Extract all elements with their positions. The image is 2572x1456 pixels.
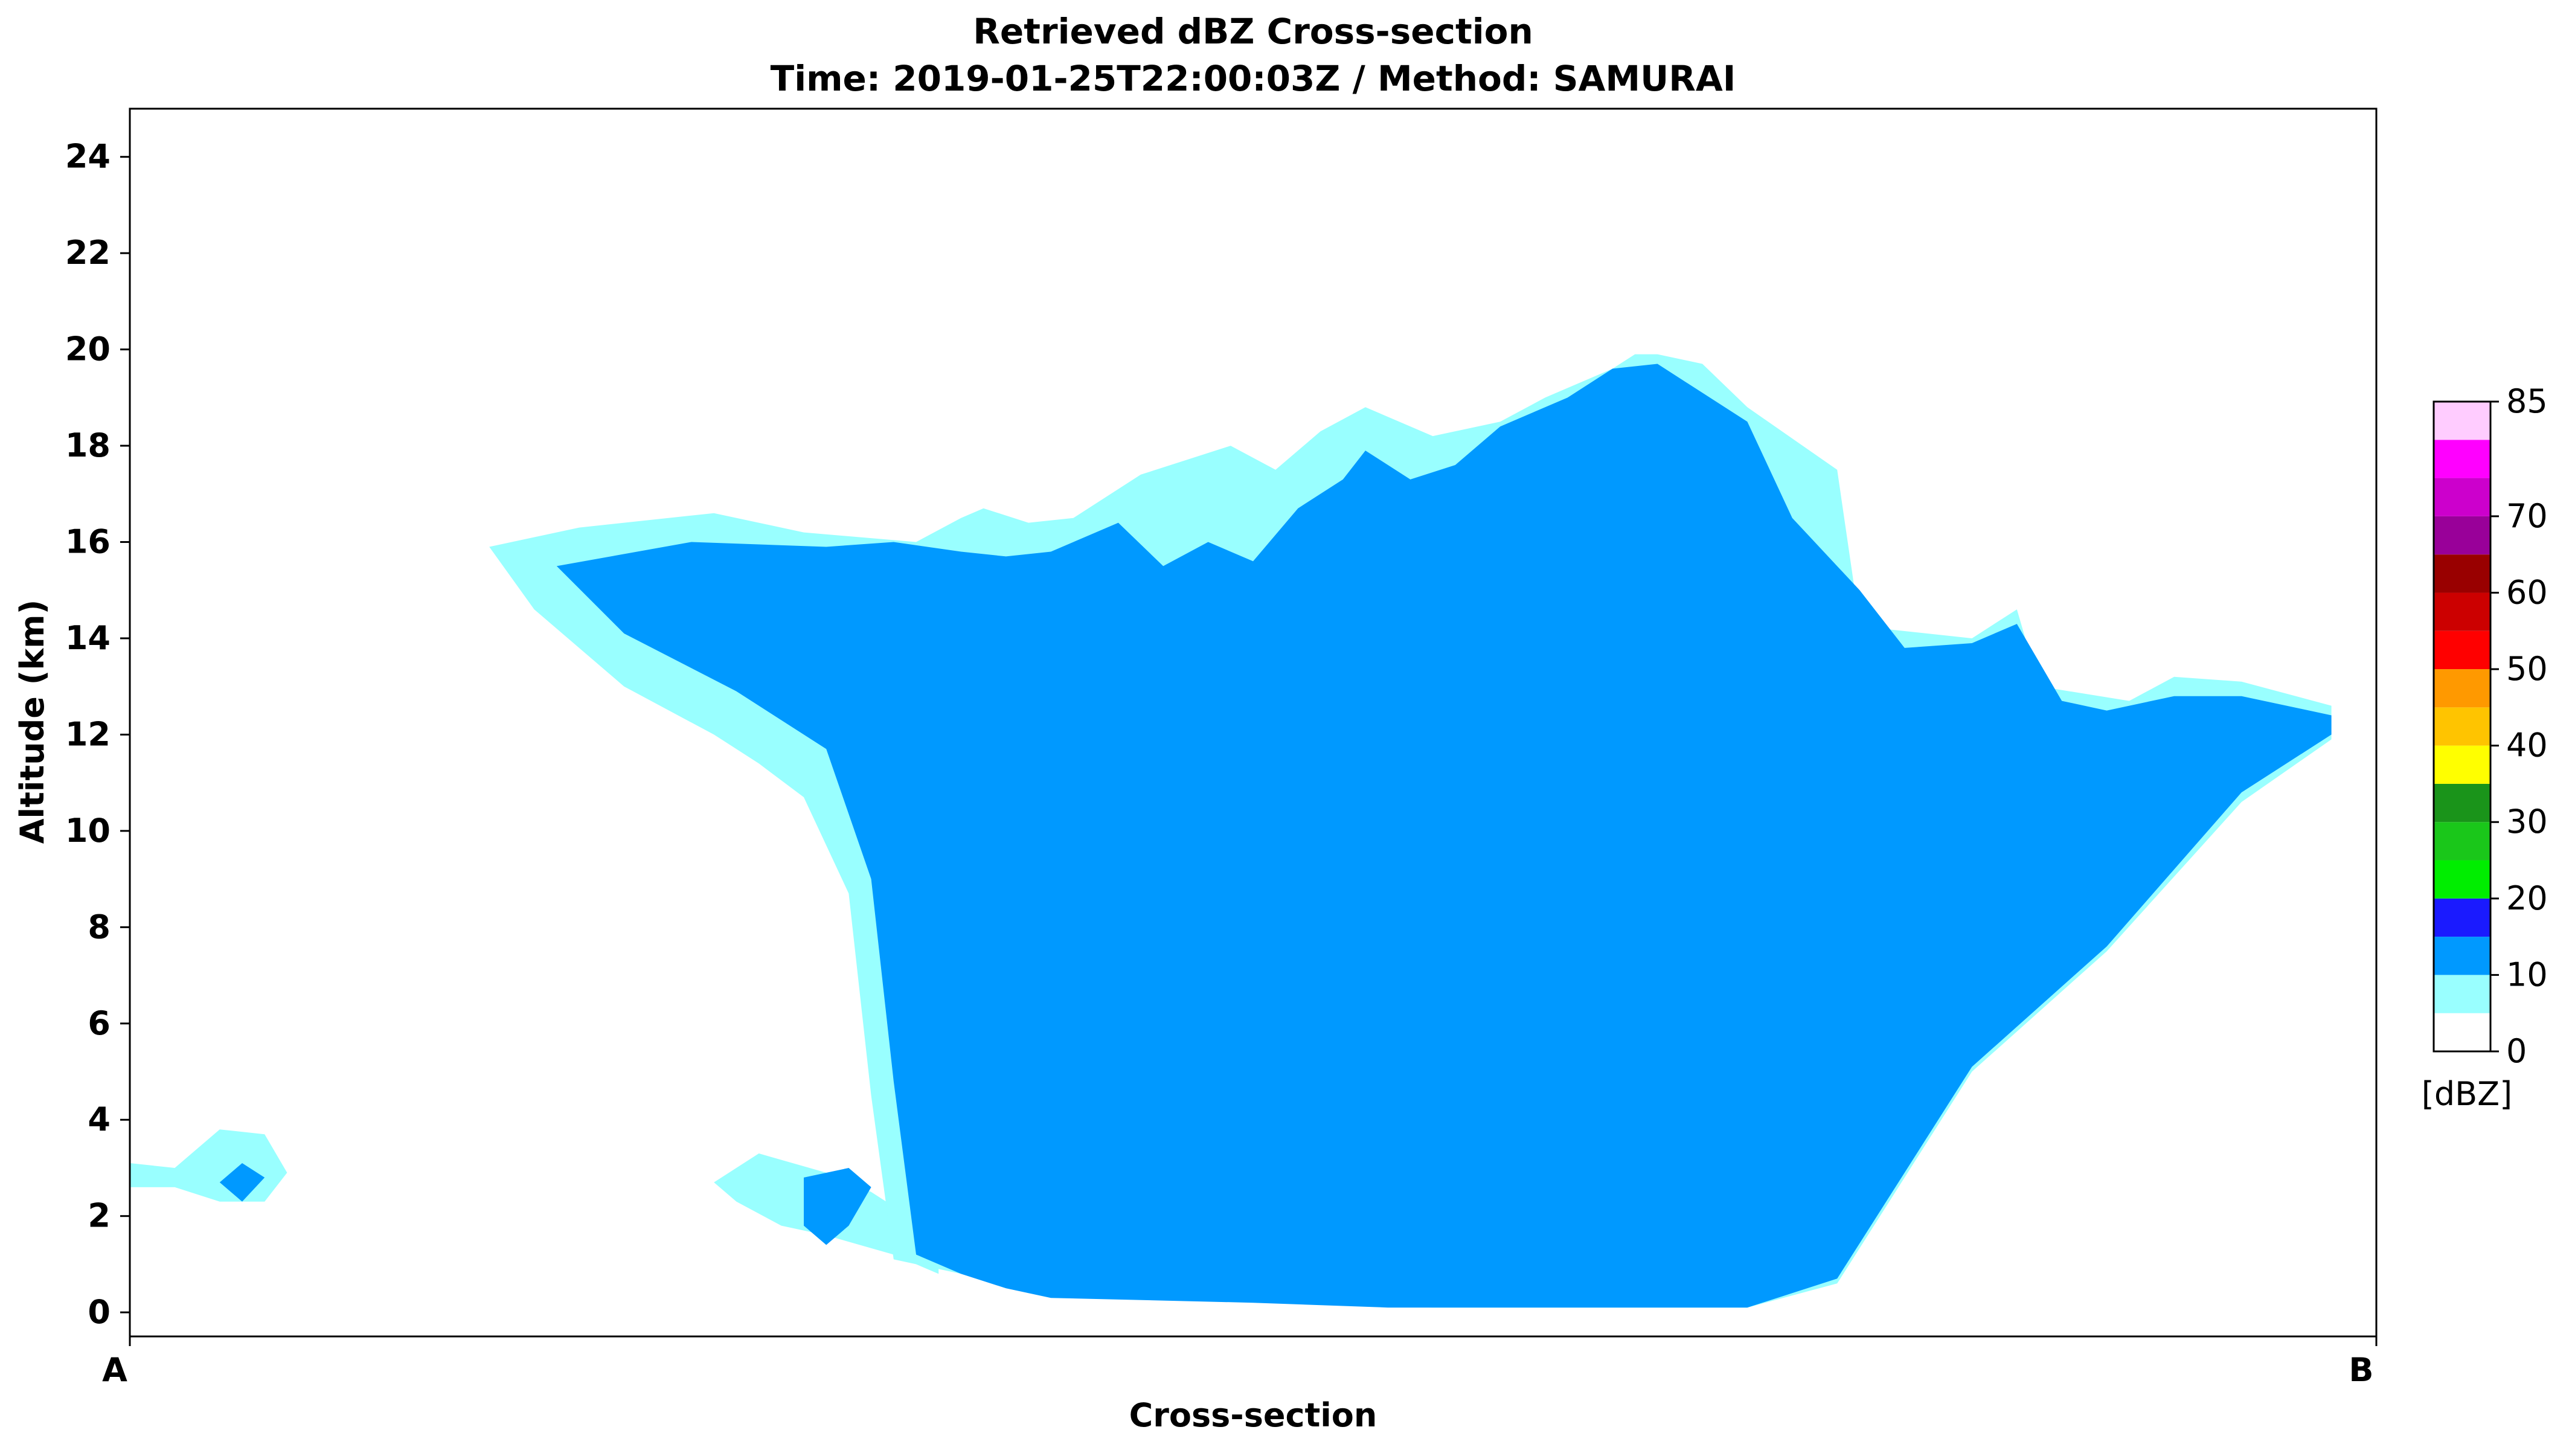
x-axis-label: Cross-section (1129, 1396, 1377, 1434)
colorbar-swatch (2434, 440, 2490, 478)
colorbar-swatch (2434, 937, 2490, 975)
colorbar-tick-label: 30 (2506, 803, 2548, 841)
colorbar-swatch (2434, 516, 2490, 555)
reflectivity-contour (219, 1163, 265, 1202)
colorbar-swatch (2434, 554, 2490, 593)
y-tick-label: 6 (88, 1004, 111, 1042)
colorbar-swatch (2434, 975, 2490, 1013)
colorbar-swatch (2434, 592, 2490, 631)
colorbar-frame (2432, 400, 2492, 1053)
colorbar-tick-label: 0 (2506, 1032, 2527, 1070)
colorbar-swatch (2434, 630, 2490, 670)
plot-area (130, 354, 2332, 1308)
x-tick-label: B (2349, 1351, 2373, 1389)
colorbar-tick-label: 60 (2506, 573, 2548, 611)
plot-frame (129, 107, 2378, 1338)
colorbar: 0 10 20 30 40 50 60 70 85 (2432, 382, 2548, 1070)
x-tick-label: A (102, 1351, 127, 1389)
y-axis-label: Altitude (km) (13, 600, 51, 844)
chart-subtitle: Time: 2019-01-25T22:00:03Z / Method: SAM… (771, 58, 1736, 99)
colorbar-swatch (2434, 860, 2490, 899)
colorbar-tick-label: 85 (2506, 382, 2548, 420)
colorbar-swatch (2434, 783, 2490, 823)
colorbar-tick-label: 70 (2506, 497, 2548, 535)
colorbar-swatch (2434, 898, 2490, 937)
y-tick-label: 2 (88, 1197, 111, 1235)
chart-title: Retrieved dBZ Cross-section (973, 11, 1533, 52)
colorbar-tick-label: 20 (2506, 879, 2548, 917)
y-tick-label: 20 (65, 330, 111, 368)
colorbar-tick-label: 50 (2506, 650, 2548, 688)
colorbar-swatch (2434, 402, 2490, 440)
y-tick-label: 22 (65, 234, 111, 272)
reflectivity-contour (804, 1168, 871, 1245)
y-tick-label: 12 (65, 715, 111, 753)
colorbar-swatch (2434, 707, 2490, 746)
y-tick-label: 4 (88, 1100, 111, 1138)
y-tick-label: 24 (65, 138, 111, 176)
colorbar-swatch (2434, 745, 2490, 784)
colorbar-tick-label: 10 (2506, 955, 2548, 993)
y-tick-label: 0 (88, 1293, 111, 1331)
y-tick-label: 18 (65, 426, 111, 464)
colorbar-swatch (2434, 478, 2490, 516)
colorbar-swatch (2434, 669, 2490, 708)
colorbar-tick-label: 40 (2506, 726, 2548, 765)
reflectivity-contour (556, 364, 2332, 1308)
y-tick-label: 14 (65, 619, 111, 657)
y-tick-label: 8 (88, 908, 111, 946)
colorbar-swatch (2434, 1013, 2490, 1051)
reflectivity-contour (130, 1129, 287, 1202)
y-tick-label: 10 (65, 812, 111, 850)
colorbar-swatch (2434, 822, 2490, 861)
colorbar-label: [dBZ] (2422, 1075, 2512, 1113)
y-tick-label: 16 (65, 523, 111, 561)
